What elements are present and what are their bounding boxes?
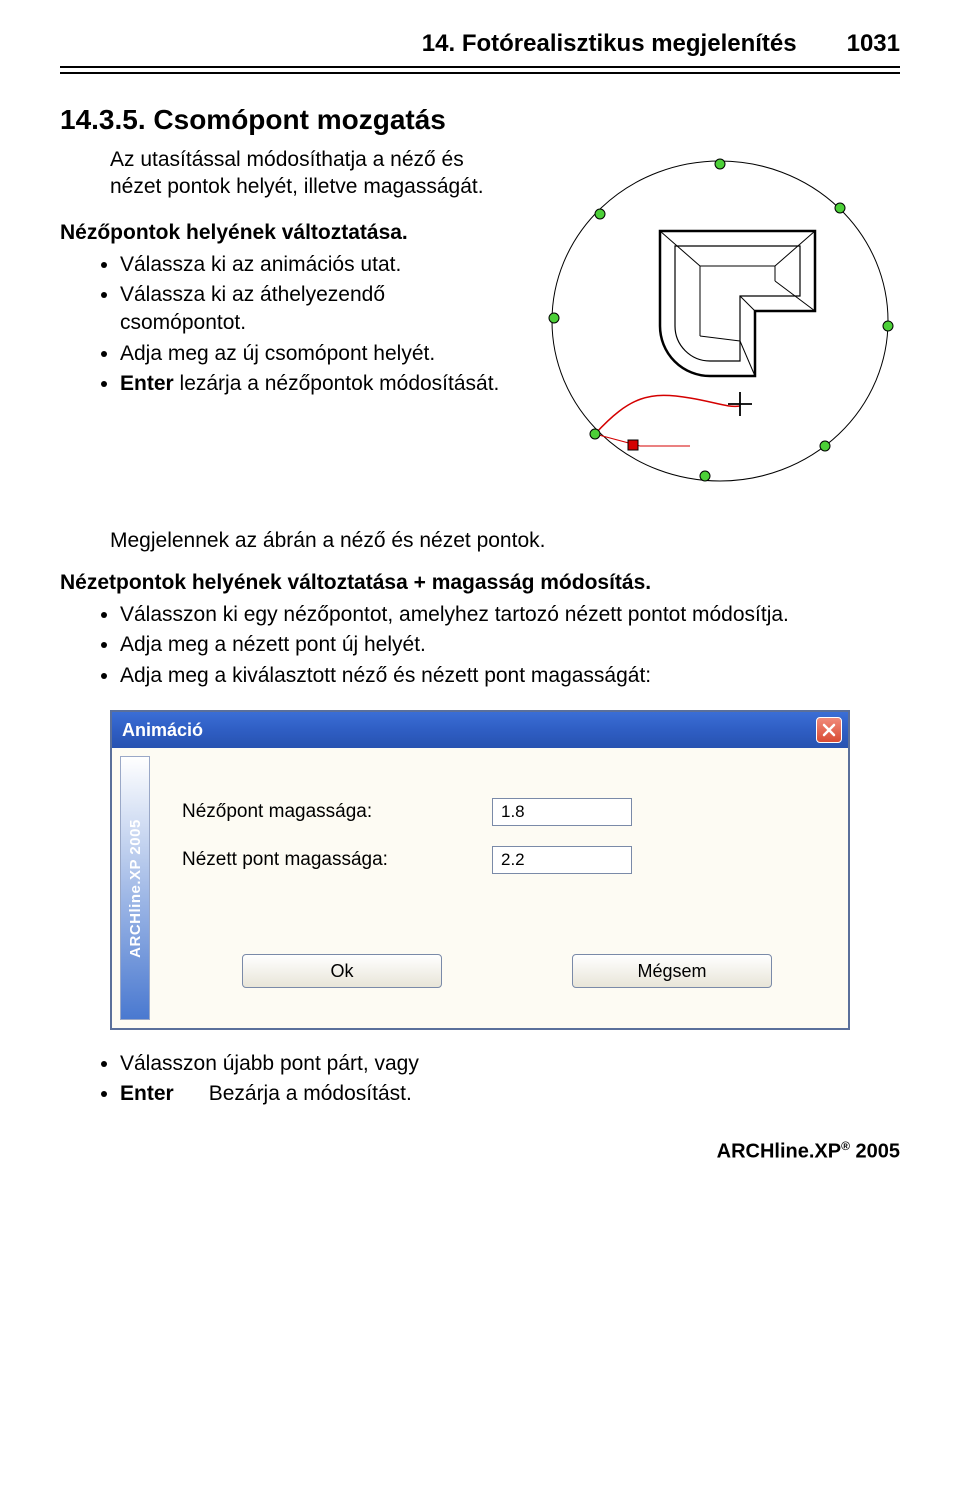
page-number: 1031 (847, 30, 900, 58)
list-item: Enter Bezárja a módosítást. (120, 1080, 900, 1108)
list-item: Válasszon ki egy nézőpontot, amelyhez ta… (120, 601, 900, 629)
dialog-body: ARCHline.XP 2005 Nézőpont magassága: Néz… (112, 748, 848, 1028)
group1-heading: Nézőpontok helyének változtatása. (60, 221, 510, 245)
page-header: 14. Fotórealisztikus megjelenítés 1031 (60, 30, 900, 58)
dialog-title: Animáció (122, 720, 203, 741)
animation-dialog: Animáció ARCHline.XP 2005 Nézőpont magas… (110, 710, 850, 1030)
after-diagram-text: Megjelennek az ábrán a néző és nézet pon… (110, 529, 900, 553)
dialog-brand-sidebar: ARCHline.XP 2005 (120, 756, 150, 1020)
close-icon (822, 723, 836, 737)
list-item-text: Bezárja a módosítást. (209, 1082, 412, 1105)
group2-list: Válasszon ki egy nézőpontot, amelyhez ta… (60, 601, 900, 690)
enter-keyword: Enter (120, 372, 174, 395)
list-item: Válassza ki az animációs utat. (120, 251, 510, 279)
dialog-titlebar[interactable]: Animáció (112, 712, 848, 748)
list-item: Enter lezárja a nézőpontok módosítását. (120, 370, 510, 398)
group3-list: Válasszon újabb pont párt, vagy Enter Be… (60, 1050, 900, 1109)
viewpoint-height-label: Nézőpont magassága: (182, 801, 492, 823)
floorplan-diagram (540, 146, 900, 511)
cancel-button[interactable]: Mégsem (572, 954, 772, 988)
list-item: Adja meg az új csomópont helyét. (120, 340, 510, 368)
page-footer: ARCHline.XP® 2005 (60, 1139, 900, 1164)
header-rule (60, 66, 900, 74)
enter-keyword: Enter (120, 1082, 174, 1105)
chapter-title: 14. Fotórealisztikus megjelenítés (422, 30, 797, 58)
list-item: Válassza ki az áthelyezendő csomópontot. (120, 281, 510, 338)
sidebar-brand-text: ARCHline.XP 2005 (127, 819, 144, 958)
target-height-input[interactable] (492, 846, 632, 874)
viewpoint-height-input[interactable] (492, 798, 632, 826)
list-item-text: lezárja a nézőpontok módosítását. (174, 372, 500, 395)
group2-heading: Nézetpontok helyének változtatása + maga… (60, 571, 900, 595)
close-button[interactable] (816, 717, 842, 743)
ok-button[interactable]: Ok (242, 954, 442, 988)
footer-year: 2005 (850, 1140, 900, 1162)
target-height-label: Nézett pont magassága: (182, 849, 492, 871)
group1-list: Válassza ki az animációs utat. Válassza … (60, 251, 510, 399)
list-item: Adja meg a nézett pont új helyét. (120, 631, 900, 659)
section-intro: Az utasítással módosíthatja a néző és né… (110, 146, 510, 201)
registered-icon: ® (841, 1139, 850, 1153)
list-item: Válasszon újabb pont párt, vagy (120, 1050, 900, 1078)
section-title: 14.3.5. Csomópont mozgatás (60, 104, 900, 136)
list-item: Adja meg a kiválasztott néző és nézett p… (120, 662, 900, 690)
footer-brand: ARCHline.XP (717, 1140, 841, 1162)
